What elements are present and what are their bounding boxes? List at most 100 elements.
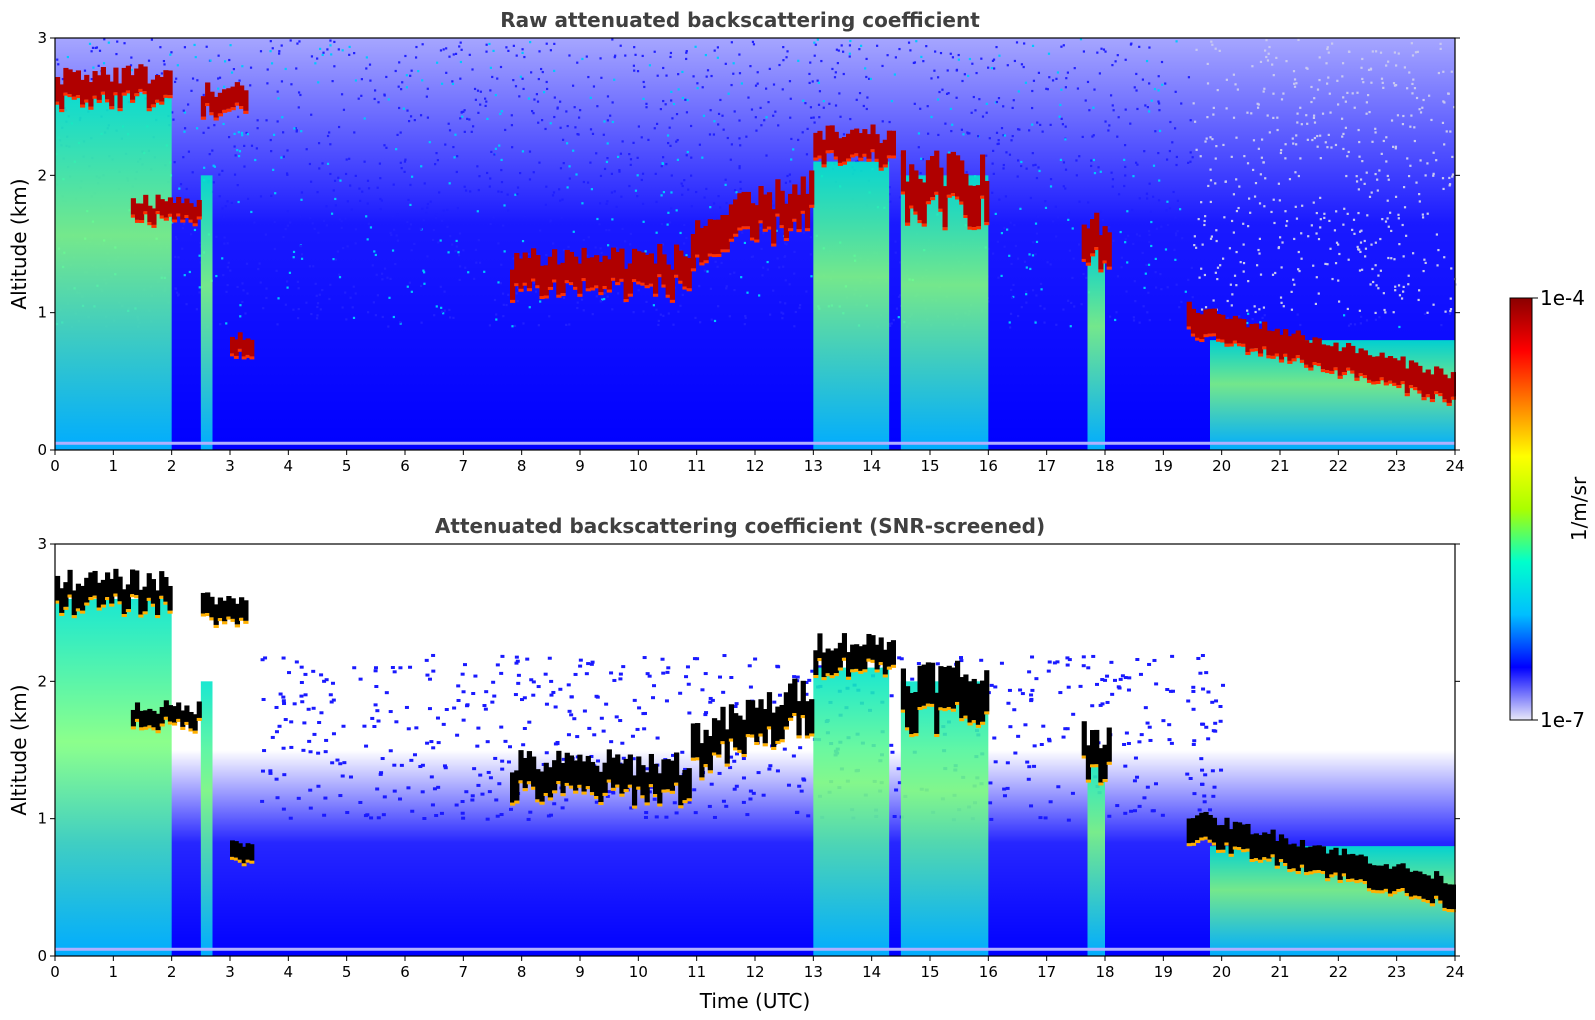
cloud-layer-cell [1312,337,1318,363]
noise-speckle [566,142,569,145]
screened-patch [476,783,481,787]
noise-speckle [56,58,59,61]
noise-speckle [1148,182,1151,185]
noise-speckle [224,205,227,208]
noise-speckle [1013,223,1016,227]
noise-speckle [1048,76,1051,79]
cloud-layer-cell [241,846,247,864]
noise-speckle [1169,120,1172,124]
noise-speckle [381,278,384,281]
noise-speckle [1374,50,1378,53]
noise-speckle [1306,138,1309,141]
cloud-layer-cell [568,251,575,283]
noise-speckle [237,200,240,204]
cloud-layer-cell [1366,355,1373,380]
cloud-layer-cell [134,203,141,220]
noise-speckle [271,47,274,50]
cloud-layer-cell [1098,235,1104,270]
screened-patch [1065,727,1070,731]
screened-patch [1086,666,1091,670]
cloud-layer-edge [874,158,880,162]
noise-speckle [476,210,479,213]
screened-patch [282,773,287,777]
noise-speckle [1347,258,1350,261]
cloud-layer-cell [733,713,739,748]
noise-speckle [336,250,340,253]
noise-speckle [398,106,401,110]
noise-speckle [1411,54,1415,57]
noise-speckle [423,182,426,185]
screened-patch [609,740,614,744]
noise-speckle [511,325,514,328]
noise-speckle [378,162,382,165]
screened-patch [373,669,378,673]
noise-speckle [1207,184,1210,188]
noise-speckle [696,82,699,85]
screened-patch [431,669,436,673]
cloud-layer-edge [234,102,241,106]
screened-heatmap [55,544,1456,956]
noise-speckle [1409,125,1412,128]
cloud-layer-edge [80,104,86,108]
noise-speckle [733,271,736,274]
screened-patch [278,692,283,696]
noise-speckle [765,116,768,119]
cloud-layer-cell [594,255,600,286]
cloud-layer-edge [105,99,111,103]
screened-patch [514,655,519,659]
noise-speckle [1184,290,1187,293]
noise-speckle [950,129,953,133]
noise-speckle [1365,112,1368,115]
noise-speckle [1138,197,1141,200]
screened-patch [1123,764,1128,768]
screened-patch [566,733,571,737]
noise-speckle [488,185,491,188]
cloud-layer-edge [1220,339,1226,343]
noise-speckle [182,109,185,112]
noise-speckle [1360,229,1363,232]
noise-speckle [603,297,606,301]
noise-speckle [297,91,301,94]
x-tick-label: 8 [517,963,527,981]
noise-speckle [1397,217,1400,220]
noise-speckle [605,228,608,232]
noise-speckle [991,191,994,194]
noise-speckle [665,74,668,77]
screened-patch [959,659,964,663]
noise-speckle [1204,215,1207,218]
cloud-layer-edge [1257,859,1264,863]
noise-speckle [972,95,975,99]
noise-speckle [676,158,680,161]
noise-speckle [198,254,201,257]
noise-speckle [587,236,590,239]
noise-speckle [763,119,766,122]
noise-speckle [603,167,607,171]
cloud-layer-edge [946,194,952,198]
noise-speckle [1253,195,1257,198]
noise-speckle [818,116,821,119]
screened-patch [795,675,800,679]
x-tick-label: 9 [575,963,585,981]
noise-speckle [604,287,607,291]
cloud-layer-cell [139,203,145,221]
noise-speckle [1362,81,1365,84]
cloud-layer-cell [172,203,178,220]
noise-speckle [316,191,319,194]
screened-patch [472,767,477,771]
noise-speckle [809,61,812,64]
noise-speckle [738,137,741,140]
noise-speckle [483,270,486,273]
screened-patch [1145,721,1150,725]
noise-speckle [1226,299,1229,303]
noise-speckle [706,69,710,72]
cloud-layer-edge [139,220,145,224]
cloud-layer-edge [1195,840,1201,844]
screened-patch [1186,699,1191,703]
noise-speckle [1340,117,1344,120]
noise-speckle [1008,254,1011,257]
cloud-layer-edge [615,282,621,286]
noise-speckle [414,56,418,59]
cloud-layer-cell [938,666,944,708]
cloud-layer-edge [967,722,973,726]
noise-speckle [1336,79,1339,82]
